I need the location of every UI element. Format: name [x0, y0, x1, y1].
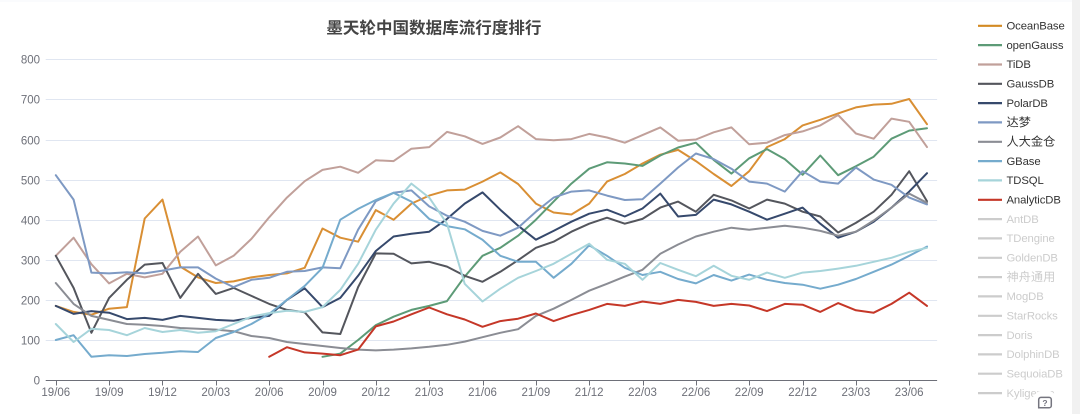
svg-text:19/09: 19/09: [95, 387, 124, 399]
svg-text:20/03: 20/03: [201, 387, 230, 399]
svg-text:21/09: 21/09: [522, 387, 551, 399]
svg-text:DolphinDB: DolphinDB: [1007, 349, 1060, 361]
svg-text:21/06: 21/06: [468, 387, 497, 399]
svg-text:500: 500: [21, 176, 40, 188]
svg-text:TiDB: TiDB: [1007, 59, 1031, 71]
svg-text:200: 200: [21, 296, 40, 308]
svg-text:GBase: GBase: [1007, 156, 1041, 168]
svg-text:22/06: 22/06: [682, 387, 711, 399]
svg-text:TDengine: TDengine: [1007, 233, 1055, 245]
svg-text:0: 0: [34, 376, 40, 388]
svg-text:20/12: 20/12: [361, 387, 390, 399]
svg-text:100: 100: [21, 336, 40, 348]
svg-text:OceanBase: OceanBase: [1007, 21, 1065, 33]
svg-text:800: 800: [21, 55, 40, 67]
svg-text:300: 300: [21, 256, 40, 268]
svg-text:StarRocks: StarRocks: [1007, 310, 1059, 322]
svg-text:700: 700: [21, 95, 40, 107]
svg-text:GoldenDB: GoldenDB: [1007, 253, 1058, 265]
svg-text:19/06: 19/06: [41, 387, 70, 399]
svg-text:openGauss: openGauss: [1007, 40, 1064, 52]
svg-text:19/12: 19/12: [148, 387, 177, 399]
svg-text:600: 600: [21, 136, 40, 148]
svg-text:23/03: 23/03: [842, 387, 871, 399]
svg-text:21/03: 21/03: [415, 387, 444, 399]
svg-text:22/03: 22/03: [628, 387, 657, 399]
svg-text:22/12: 22/12: [788, 387, 817, 399]
svg-text:AntDB: AntDB: [1007, 214, 1039, 226]
svg-text:22/09: 22/09: [735, 387, 764, 399]
svg-text:?: ?: [1042, 398, 1047, 408]
svg-text:MogDB: MogDB: [1007, 291, 1044, 303]
svg-text:SequoiaDB: SequoiaDB: [1007, 368, 1063, 380]
svg-text:PolarDB: PolarDB: [1007, 98, 1048, 110]
svg-text:AnalyticDB: AnalyticDB: [1007, 195, 1061, 207]
svg-text:TDSQL: TDSQL: [1007, 175, 1044, 187]
svg-text:400: 400: [21, 216, 40, 228]
svg-text:20/09: 20/09: [308, 387, 337, 399]
svg-text:Doris: Doris: [1007, 330, 1033, 342]
svg-text:21/12: 21/12: [575, 387, 604, 399]
svg-text:23/06: 23/06: [895, 387, 924, 399]
svg-text:GaussDB: GaussDB: [1007, 79, 1055, 91]
svg-text:20/06: 20/06: [255, 387, 284, 399]
